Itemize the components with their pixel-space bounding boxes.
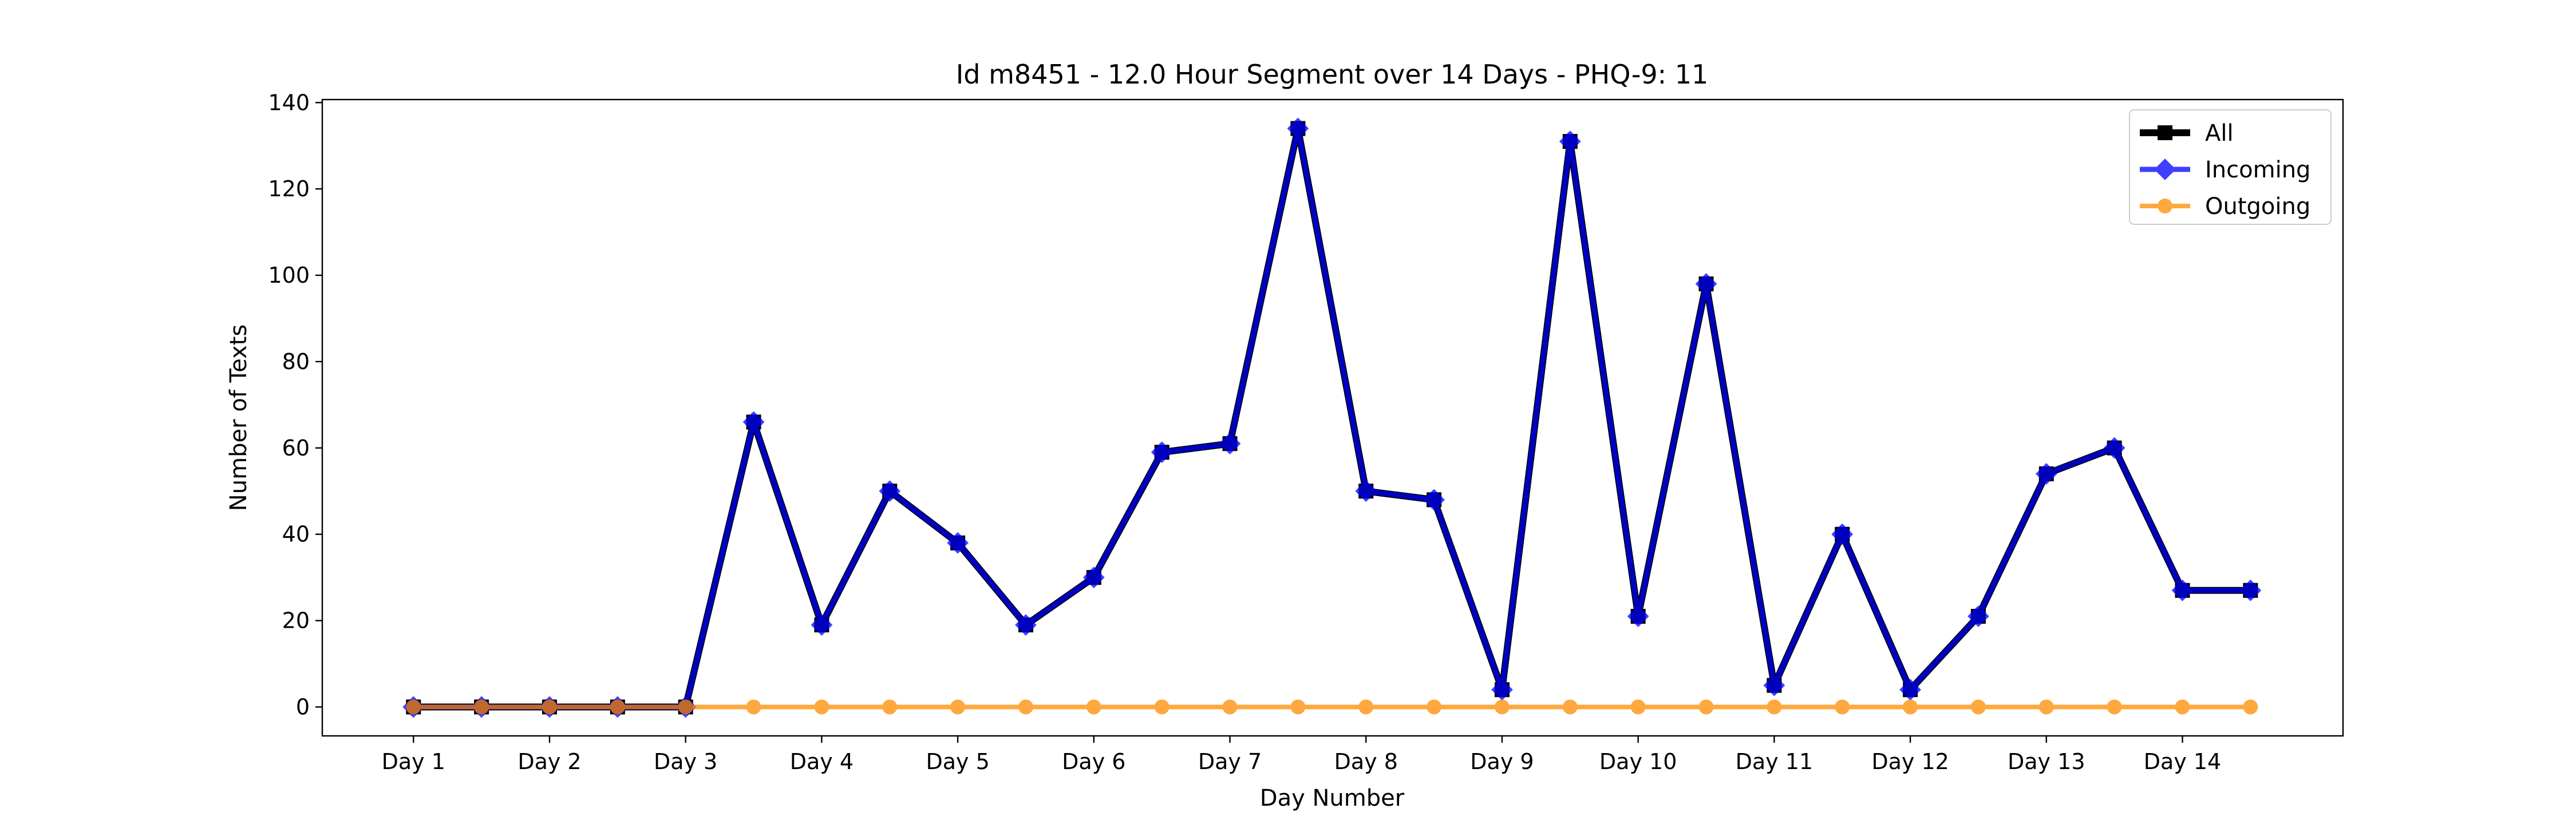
data-point (406, 699, 421, 715)
x-tick-label: Day 8 (1334, 749, 1398, 774)
legend-swatch-marker (2158, 199, 2172, 213)
data-point (1219, 433, 1241, 455)
data-point (1562, 699, 1578, 715)
data-point (1082, 566, 1105, 589)
legend-label: Incoming (2205, 157, 2310, 183)
data-point (2035, 463, 2057, 485)
x-tick-label: Day 10 (1599, 749, 1677, 774)
data-point (2107, 699, 2122, 715)
x-tick-label: Day 6 (1062, 749, 1125, 774)
legend-swatch-marker (2158, 125, 2172, 140)
legend-box (2129, 109, 2332, 225)
x-tick-label: Day 3 (654, 749, 717, 774)
legend-item (2140, 159, 2190, 180)
x-tick-label: Day 2 (517, 749, 581, 774)
data-point (1903, 699, 1918, 715)
data-point (742, 411, 765, 433)
data-point (1494, 699, 1510, 715)
x-tick-label: Day 9 (1470, 749, 1534, 774)
x-axis-label: Day Number (1260, 785, 1405, 811)
legend-label: All (2205, 120, 2234, 146)
data-point (1630, 699, 1646, 715)
x-tick-label: Day 13 (2008, 749, 2085, 774)
data-point (2239, 579, 2262, 601)
data-point (678, 699, 693, 715)
data-point (1222, 699, 1238, 715)
data-point (610, 699, 625, 715)
data-point (1018, 699, 1033, 715)
data-point (1423, 489, 1445, 511)
y-tick-label: 80 (282, 349, 310, 374)
legend-item (2140, 199, 2190, 213)
series-outgoing (406, 699, 2258, 715)
data-point (1831, 523, 1854, 545)
data-point (2038, 699, 2054, 715)
series-all (406, 121, 2258, 715)
data-point (2171, 579, 2194, 601)
data-point (1559, 130, 1581, 153)
data-point (1015, 614, 1037, 636)
data-point (474, 699, 489, 715)
data-point (1358, 699, 1374, 715)
data-point (1355, 480, 1377, 502)
data-point (1835, 699, 1850, 715)
data-point (1970, 699, 1986, 715)
legend: All Incoming Outgoing (2129, 109, 2332, 225)
data-point (542, 699, 557, 715)
x-tick-label: Day 7 (1198, 749, 1262, 774)
data-point (1427, 699, 1442, 715)
data-point (882, 699, 898, 715)
data-point (2103, 437, 2125, 459)
y-tick-label: 140 (268, 90, 310, 115)
plot-area: 0 20 40 60 80 100 120 140 Day 1 Day 2 Day 3 Day 4 Da… (268, 90, 2344, 774)
y-axis-label: Number of Texts (226, 324, 252, 511)
y-tick-label: 40 (282, 522, 310, 547)
data-point (1154, 699, 1170, 715)
data-point (1967, 605, 1989, 627)
y-tick-label: 60 (282, 435, 310, 461)
x-tick-label: Day 4 (790, 749, 854, 774)
y-tick-label: 20 (282, 608, 310, 633)
data-point (1151, 441, 1173, 464)
y-tick-label: 120 (268, 176, 310, 201)
data-point (2175, 699, 2190, 715)
data-point (1086, 699, 1101, 715)
chart-title: Id m8451 - 12.0 Hour Segment over 14 Day… (956, 59, 1709, 90)
data-point (1627, 605, 1649, 627)
data-point (1767, 699, 1782, 715)
plot-frame (321, 98, 2344, 737)
data-point (746, 699, 761, 715)
x-tick-label: Day 14 (2144, 749, 2221, 774)
data-point (947, 532, 969, 554)
data-point (1899, 679, 1921, 701)
y-tick-label: 0 (296, 694, 310, 719)
data-point (1763, 674, 1785, 696)
data-point (814, 699, 829, 715)
series-line (413, 126, 2251, 710)
data-point (811, 614, 833, 636)
y-tick-label: 100 (268, 263, 310, 288)
data-point (2243, 699, 2258, 715)
data-point (1695, 273, 1717, 295)
legend-item (2140, 125, 2190, 140)
x-tick-label: Day 1 (382, 749, 445, 774)
data-point (1287, 117, 1309, 140)
data-point (879, 480, 901, 502)
x-tick-label: Day 12 (1871, 749, 1949, 774)
series-incoming (402, 117, 2262, 718)
data-point (1698, 699, 1714, 715)
data-point (1290, 699, 1306, 715)
data-point (1491, 679, 1513, 701)
legend-label: Outgoing (2205, 193, 2310, 220)
x-tick-label: Day 5 (926, 749, 989, 774)
data-point (950, 699, 966, 715)
x-tick-label: Day 11 (1736, 749, 1813, 774)
legend-swatch-marker (2154, 159, 2176, 180)
